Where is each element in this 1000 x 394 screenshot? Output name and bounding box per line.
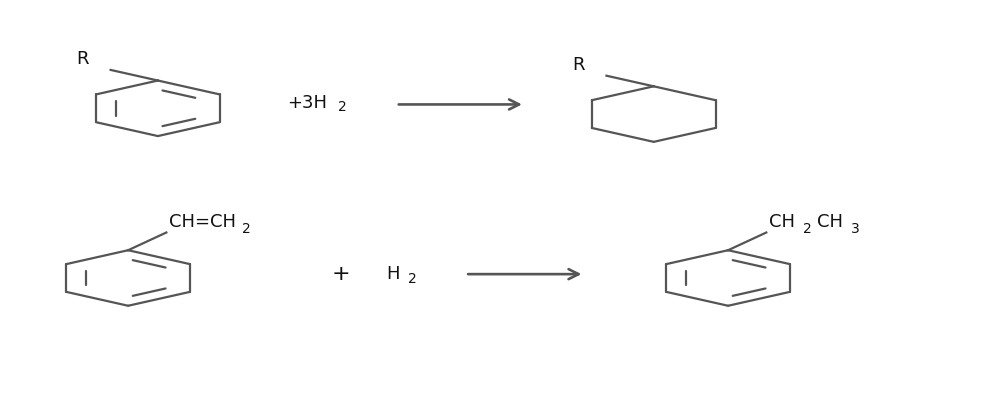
Text: +3H: +3H [287,93,327,112]
Text: CH: CH [769,213,795,230]
Text: H: H [386,265,399,283]
Text: 3: 3 [851,221,859,236]
Text: +: + [332,264,351,284]
Text: R: R [76,50,89,69]
Text: 2: 2 [408,272,417,286]
Text: CH: CH [817,213,843,230]
Text: R: R [572,56,585,74]
Text: CH=CH: CH=CH [169,213,236,230]
Text: 2: 2 [338,100,347,114]
Text: 2: 2 [803,221,812,236]
Text: 2: 2 [242,221,250,236]
